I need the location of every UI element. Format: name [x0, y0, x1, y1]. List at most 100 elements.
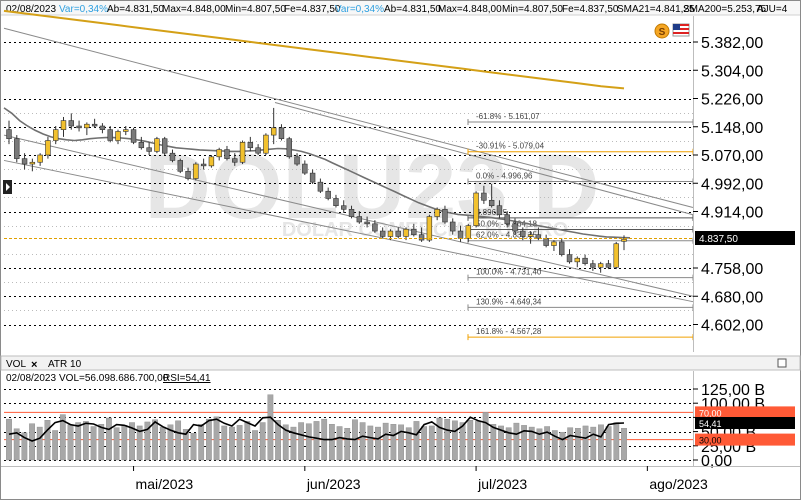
volume-bar	[405, 427, 412, 461]
volume-bar	[67, 424, 74, 461]
candle-body	[621, 238, 627, 242]
tab-vol-close[interactable]: ×	[31, 359, 37, 371]
volume-bar	[544, 426, 551, 461]
volume-bar	[551, 430, 558, 461]
candle-body	[286, 138, 292, 158]
tab-atr[interactable]: ATR 10	[48, 359, 82, 370]
dollar-coin-icon[interactable]: S	[654, 23, 670, 39]
candle-body	[60, 120, 67, 130]
volume-bar	[613, 422, 620, 461]
rsi-last-tag	[695, 417, 795, 430]
candle-body	[348, 209, 355, 217]
volume-bar	[198, 424, 205, 461]
volume-bar	[559, 431, 566, 461]
volume-bar	[236, 425, 243, 461]
candle-body	[45, 140, 51, 156]
toolbar-close-2: Fe=4.837,50	[562, 4, 619, 15]
volume-bar	[144, 421, 151, 461]
channel-line	[274, 102, 694, 216]
volume-bar	[52, 430, 59, 461]
fib-level-label: 4.896,25	[476, 208, 508, 217]
volume-bar	[106, 417, 112, 461]
candle-body	[364, 221, 370, 225]
fib-level-label: 100.0% - 4.731,40	[476, 268, 542, 277]
candle-body	[403, 228, 409, 237]
volume-bar	[13, 428, 20, 461]
volume-bar	[621, 427, 627, 461]
date-tick-label: mai/2023	[136, 476, 194, 492]
candle-body	[559, 241, 565, 255]
toolbar-sma200: SMA200=5.253,75	[683, 4, 767, 15]
volume-bar	[451, 420, 458, 461]
toolbar-min-2: Min=4.807,50	[502, 4, 563, 15]
candle-body	[208, 156, 215, 167]
candle-body	[185, 170, 191, 179]
volume-bar	[205, 418, 212, 461]
candle-body	[465, 225, 472, 239]
channel-line	[3, 134, 694, 297]
tab-vol[interactable]: VOL	[6, 359, 26, 370]
candle-body	[333, 198, 339, 207]
candle-body	[270, 127, 277, 136]
volume-bar	[375, 426, 381, 461]
rsi-70-tag	[695, 406, 795, 419]
fib-level-label: 0.0% - 4.996,96	[476, 171, 533, 180]
volume-bar	[190, 433, 197, 461]
date-tick-label: ago/2023	[649, 476, 708, 492]
candle-body	[37, 154, 43, 163]
price-axis[interactable]: 5.382,00 5.304,00 5.226,00 5.148,00 5.070,00…	[693, 16, 763, 352]
volume-bar	[282, 424, 289, 461]
candle-body	[84, 123, 90, 129]
candle-body	[613, 243, 619, 268]
price-tick-label: 5.070,00	[701, 148, 763, 165]
candle-body	[372, 223, 378, 232]
volume-bar	[421, 426, 428, 461]
volume-bar	[113, 427, 120, 461]
price-tick-label: 5.382,00	[701, 35, 763, 52]
volume-bar	[328, 424, 335, 461]
candle-body	[341, 205, 347, 210]
toolbar-sma21: SMA21=4.841,25	[617, 4, 695, 15]
volume-tick-label: 125,00 B	[701, 382, 765, 399]
volume-bar	[528, 426, 535, 461]
candle-body	[216, 149, 222, 158]
candle-body	[473, 192, 479, 226]
candle-body	[263, 134, 269, 154]
candle-body	[411, 228, 417, 235]
sma200-path	[3, 9, 625, 90]
candle-body	[224, 149, 230, 159]
candle-body	[496, 205, 503, 216]
candle-body	[302, 163, 308, 174]
candle-body	[115, 131, 121, 141]
candle-body	[123, 129, 129, 132]
volume-bar	[305, 423, 312, 461]
candle-body	[130, 129, 137, 143]
rsi-path	[8, 416, 625, 442]
maximize-panel-button[interactable]	[777, 358, 787, 368]
volume-bar	[344, 427, 351, 461]
date-tick-label: jul/2023	[477, 476, 527, 492]
lower-info-volume: VOL=56.098.686.700,00	[59, 373, 169, 384]
volume-bar	[359, 422, 366, 461]
channel-line	[3, 27, 694, 208]
rsi-last-tag-label: 54,41	[699, 419, 722, 429]
candle-body	[232, 158, 238, 163]
candle-body	[309, 172, 316, 183]
price-tick-label: 4.602,00	[701, 318, 763, 335]
candle-body	[52, 129, 59, 141]
volume-bar	[44, 420, 51, 461]
volume-bar	[398, 424, 404, 461]
price-tick-label: 4.914,00	[701, 205, 763, 222]
rsi-30-tag-label: 30,00	[699, 436, 722, 446]
toolbar-var: Var=0,34%	[59, 4, 108, 15]
rsi-70-tag-label: 70,00	[699, 408, 722, 418]
candle-body	[566, 254, 573, 263]
price-tick-label: 5.226,00	[701, 92, 763, 109]
last-price-tag	[695, 231, 795, 245]
us-flag-icon[interactable]	[672, 23, 690, 37]
candle-body	[426, 216, 433, 241]
candle-body	[99, 125, 106, 130]
toolbar-max: Max=4.848,00	[162, 4, 226, 15]
volume-bar	[382, 422, 389, 461]
